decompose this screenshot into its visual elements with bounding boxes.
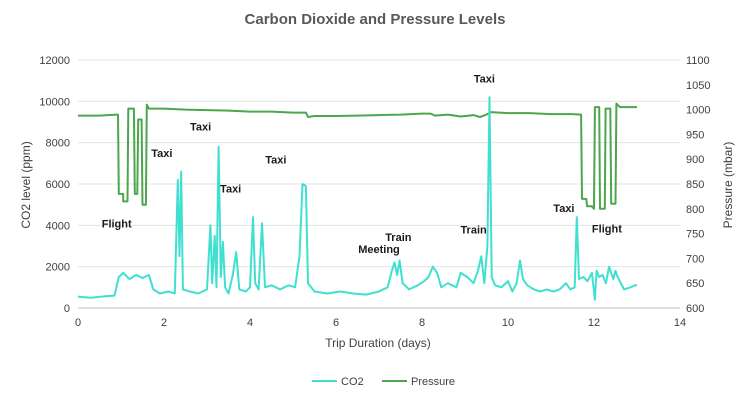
annotation-label: Taxi [553, 203, 574, 215]
x-tick-label: 10 [502, 317, 514, 329]
x-tick-label: 2 [161, 317, 167, 329]
annotation-label: Taxi [474, 74, 495, 86]
y-right-tick-label: 600 [686, 303, 704, 315]
y-right-tick-label: 650 [686, 278, 704, 290]
y-right-tick-label: 1050 [686, 80, 710, 92]
annotation-label: Flight [592, 224, 622, 236]
y-right-tick-label: 950 [686, 129, 704, 141]
y-left-tick-label: 8000 [46, 138, 70, 150]
pressure-series [78, 102, 637, 210]
y-right-tick-label: 700 [686, 253, 704, 265]
x-tick-label: 12 [588, 317, 600, 329]
right-axis-ticks: 600 650 700 750 800 850 900 950 1000 1050 1100 [686, 55, 710, 315]
y-right-tick-label: 800 [686, 204, 704, 216]
y-right-axis-title: Pressure (mbar) [721, 142, 735, 229]
y-right-tick-label: 900 [686, 154, 704, 166]
annotation-label: Taxi [220, 183, 241, 195]
x-tick-label: 4 [247, 317, 253, 329]
x-axis-title: Trip Duration (days) [325, 336, 431, 350]
pressure-line [78, 102, 637, 210]
x-axis-ticks: 0 2 4 6 8 10 12 14 [75, 317, 686, 329]
y-right-tick-label: 1000 [686, 105, 710, 117]
annotation-label: Flight [102, 218, 132, 230]
annotation-label: Train [385, 232, 412, 244]
y-left-tick-label: 12000 [39, 55, 70, 67]
legend-pressure-label: Pressure [411, 376, 455, 388]
annotation-label: Taxi [265, 154, 286, 166]
y-left-tick-label: 2000 [46, 262, 70, 274]
legend: CO2 Pressure [312, 376, 455, 388]
chart-title: Carbon Dioxide and Pressure Levels [245, 11, 506, 28]
gridlines [78, 59, 680, 309]
annotation-label: Train [460, 225, 487, 237]
annotation-label: Taxi [190, 121, 211, 133]
y-left-axis-title: CO2 level (ppm) [19, 141, 33, 228]
y-left-tick-label: 4000 [46, 220, 70, 232]
y-left-tick-label: 6000 [46, 179, 70, 191]
x-tick-label: 0 [75, 317, 81, 329]
chart-annotations: FlightTaxiTaxiTaxiTaxiMeetingTrainTrainT… [102, 74, 622, 257]
y-right-tick-label: 850 [686, 179, 704, 191]
x-tick-label: 6 [333, 317, 339, 329]
y-left-tick-label: 0 [64, 303, 70, 315]
annotation-label: Taxi [151, 148, 172, 160]
co2-series [77, 96, 637, 301]
legend-co2-label: CO2 [341, 376, 364, 388]
x-tick-label: 14 [674, 317, 686, 329]
y-left-tick-label: 10000 [39, 96, 70, 108]
y-right-tick-label: 1100 [686, 55, 710, 67]
annotation-label: Meeting [358, 244, 400, 256]
y-right-tick-label: 750 [686, 229, 704, 241]
x-tick-label: 8 [419, 317, 425, 329]
co2-line [77, 96, 637, 301]
left-axis-ticks: 0 2000 4000 6000 8000 10000 12000 [39, 55, 70, 315]
